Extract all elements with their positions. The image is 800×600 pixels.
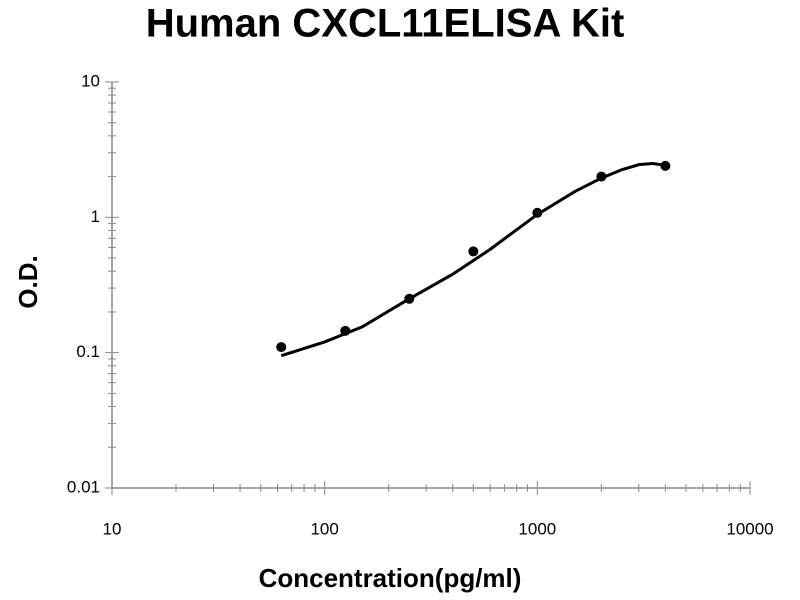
y-tick-label: 0.01 [67,477,100,496]
x-tick-label: 1000 [518,519,556,538]
data-point [340,325,351,336]
y-axis-label: O.D. [13,255,43,308]
data-point [468,246,479,257]
data-point [596,171,607,182]
y-tick-label: 1 [91,207,100,226]
y-tick-label: 10 [81,71,100,90]
x-tick-label: 10 [103,519,122,538]
data-point [276,342,287,353]
x-axis-label: Concentration(pg/ml) [259,563,522,593]
fit-curve [280,161,666,358]
data-point [660,160,671,171]
x-tick-label: 100 [310,519,338,538]
data-point [404,293,415,304]
data-point [532,207,543,218]
x-tick-label: 10000 [726,519,773,538]
chart-title: Human CXCL11ELISA Kit [146,2,625,46]
y-tick-label: 0.1 [76,342,100,361]
